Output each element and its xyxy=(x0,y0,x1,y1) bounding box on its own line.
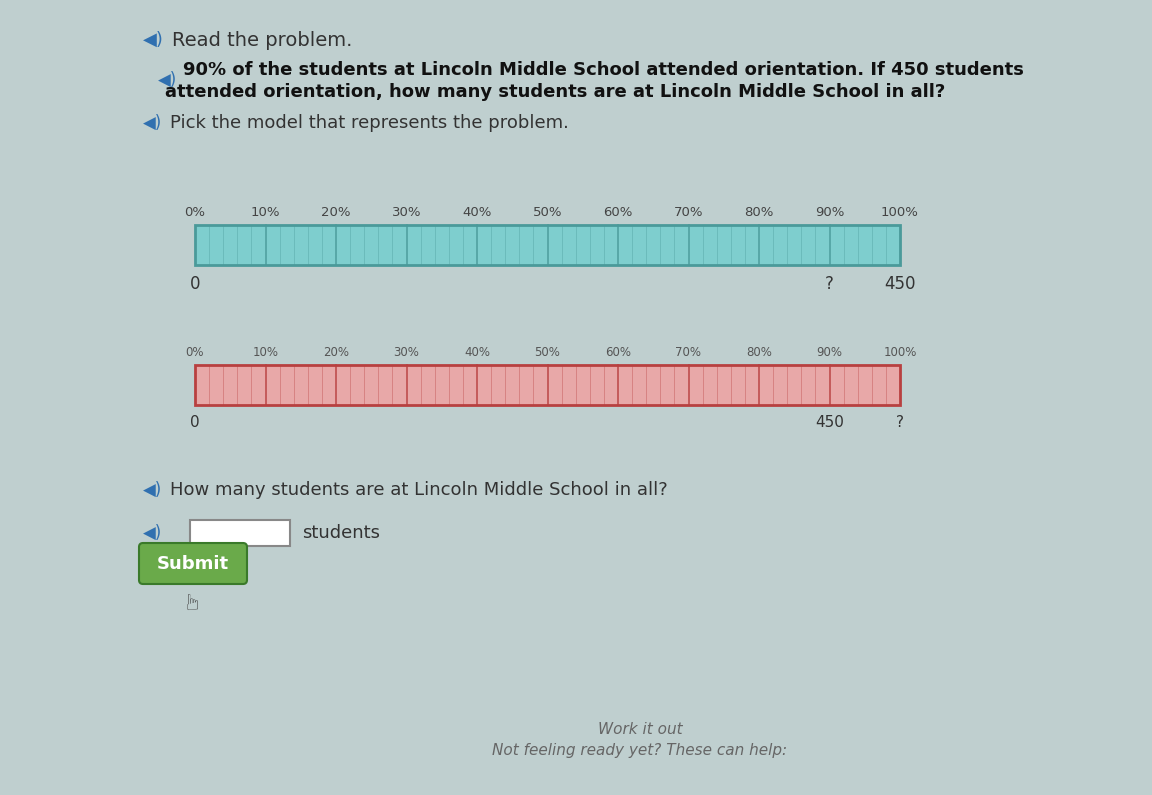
Text: 90%: 90% xyxy=(814,206,844,219)
Text: ?: ? xyxy=(825,275,834,293)
Text: Work it out: Work it out xyxy=(598,723,682,738)
Text: 30%: 30% xyxy=(392,206,422,219)
Text: 90% of the students at Lincoln Middle School attended orientation. If 450 studen: 90% of the students at Lincoln Middle Sc… xyxy=(183,61,1024,79)
Text: 0%: 0% xyxy=(185,346,204,359)
Text: 70%: 70% xyxy=(675,346,702,359)
Text: 0: 0 xyxy=(190,275,200,293)
Bar xyxy=(190,520,290,546)
Text: ?: ? xyxy=(896,415,904,430)
Text: 0: 0 xyxy=(190,415,199,430)
Text: 50%: 50% xyxy=(535,346,560,359)
Bar xyxy=(195,225,900,265)
Text: ☞: ☞ xyxy=(183,590,203,610)
Text: 10%: 10% xyxy=(251,206,280,219)
Text: 50%: 50% xyxy=(532,206,562,219)
Text: ◀): ◀) xyxy=(143,524,162,542)
Text: ◀): ◀) xyxy=(143,31,164,49)
Text: 100%: 100% xyxy=(884,346,917,359)
Text: 100%: 100% xyxy=(881,206,919,219)
Text: 450: 450 xyxy=(816,415,844,430)
Text: 80%: 80% xyxy=(744,206,774,219)
Text: Not feeling ready yet? These can help:: Not feeling ready yet? These can help: xyxy=(492,743,788,758)
Text: ◀): ◀) xyxy=(143,481,162,499)
Bar xyxy=(195,365,900,405)
Text: 60%: 60% xyxy=(605,346,631,359)
Text: 30%: 30% xyxy=(394,346,419,359)
Text: Read the problem.: Read the problem. xyxy=(172,30,353,49)
Text: 10%: 10% xyxy=(252,346,279,359)
Text: 70%: 70% xyxy=(674,206,703,219)
Text: ◀): ◀) xyxy=(143,114,162,132)
Text: 40%: 40% xyxy=(464,346,490,359)
Text: 20%: 20% xyxy=(321,206,350,219)
Text: 90%: 90% xyxy=(817,346,842,359)
Text: attended orientation, how many students are at Lincoln Middle School in all?: attended orientation, how many students … xyxy=(165,83,946,101)
Text: How many students are at Lincoln Middle School in all?: How many students are at Lincoln Middle … xyxy=(170,481,668,499)
Text: students: students xyxy=(302,524,380,542)
Text: Pick the model that represents the problem.: Pick the model that represents the probl… xyxy=(170,114,569,132)
Text: 450: 450 xyxy=(885,275,916,293)
Text: ◀): ◀) xyxy=(158,71,177,89)
FancyBboxPatch shape xyxy=(139,543,247,584)
Text: 60%: 60% xyxy=(604,206,632,219)
Text: 0%: 0% xyxy=(184,206,205,219)
Text: Submit: Submit xyxy=(157,555,229,573)
Text: 40%: 40% xyxy=(462,206,492,219)
Text: 80%: 80% xyxy=(746,346,772,359)
Text: 20%: 20% xyxy=(323,346,349,359)
